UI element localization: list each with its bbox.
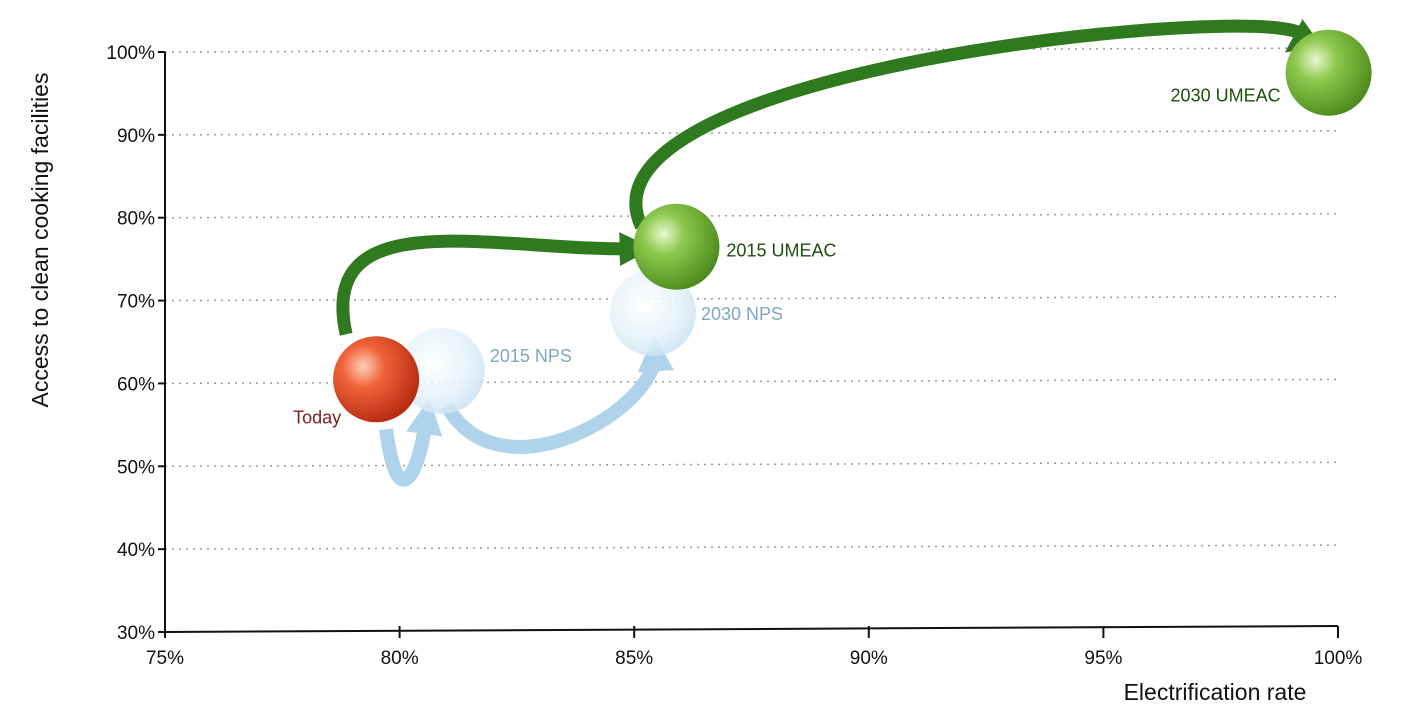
x-tick-label: 100%	[1314, 648, 1363, 669]
x-tick-label: 90%	[850, 648, 888, 669]
label-2030-nps: 2030 NPS	[701, 304, 783, 324]
y-tick-label: 60%	[117, 374, 155, 395]
gridline	[164, 212, 1339, 219]
arrow-today-to-2015-nps	[379, 397, 443, 487]
y-tick-label: 90%	[117, 126, 155, 147]
x-tick-label: 95%	[1084, 648, 1122, 669]
y-tick-label: 40%	[117, 540, 155, 561]
y-tick-label: 80%	[117, 209, 155, 230]
transition-arrows	[336, 19, 1323, 487]
gridline	[164, 461, 1339, 468]
y-axis-title: Access to clean cooking facilities	[27, 73, 53, 408]
y-tick-label: 30%	[117, 623, 155, 644]
x-tick-label: 85%	[615, 648, 653, 669]
label-2015-nps: 2015 NPS	[490, 346, 572, 366]
arrow-2015-nps-to-2030-nps	[440, 334, 675, 454]
gridline	[164, 47, 1339, 53]
label-2030-umeac: 2030 UMEAC	[1171, 86, 1281, 106]
point-2030-nps	[609, 270, 696, 356]
gridline	[164, 544, 1339, 550]
x-axis-line	[164, 625, 1339, 633]
y-tick-labels: 30% 40% 50% 60% 70% 80% 90% 100%	[106, 43, 165, 644]
scenario-labels: Today 2015 NPS 2030 NPS 2015 UMEAC 2030 UMEA…	[293, 86, 1281, 428]
y-tick-label: 70%	[117, 292, 155, 313]
arrow-today-to-2015-umeac	[336, 232, 654, 336]
label-today: Today	[293, 407, 341, 427]
point-2015-umeac	[633, 203, 720, 290]
y-tick-label: 50%	[117, 457, 155, 478]
gridline	[164, 130, 1339, 136]
arrow-2015-umeac-to-2030-umeac	[629, 19, 1323, 230]
x-tick-label: 80%	[381, 648, 419, 669]
x-tick-labels: 75% 80% 85% 90% 95% 100%	[146, 626, 1362, 669]
label-2015-umeac: 2015 UMEAC	[726, 241, 836, 261]
x-axis-title: Electrification rate	[1124, 679, 1307, 705]
point-2015-nps	[398, 328, 485, 414]
scenario-points	[333, 29, 1372, 423]
point-today	[333, 336, 420, 423]
y-tick-label: 100%	[106, 43, 155, 64]
x-tick-label: 75%	[146, 648, 184, 669]
point-2030-umeac	[1285, 29, 1372, 116]
